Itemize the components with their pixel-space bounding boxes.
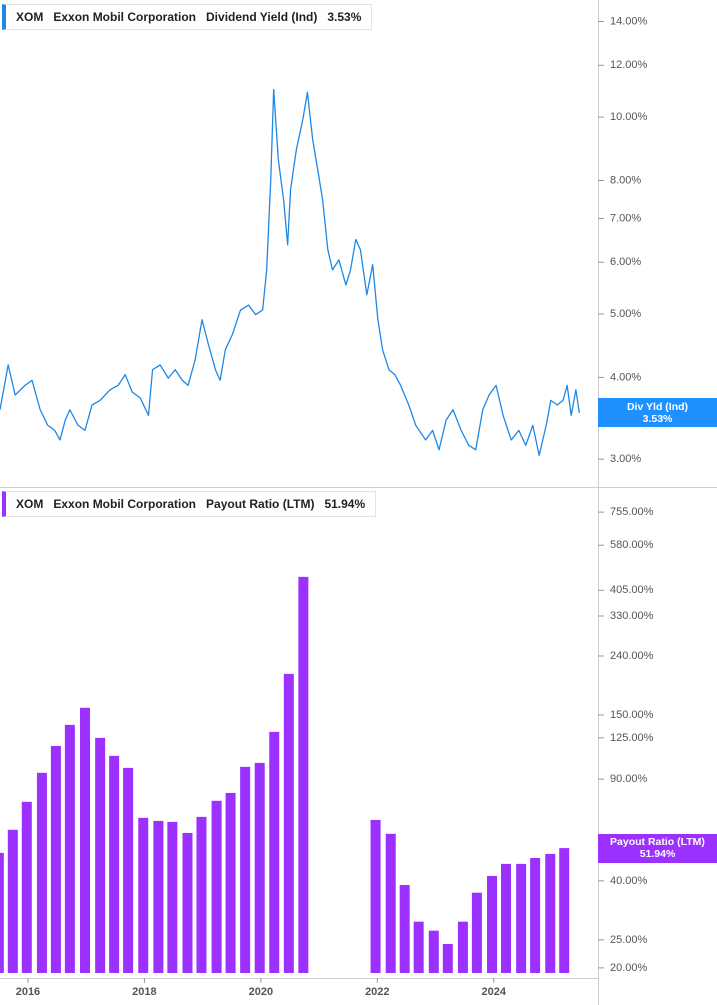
y-tick-label: 7.00%	[610, 212, 641, 224]
bar	[211, 800, 222, 973]
bar	[225, 792, 236, 973]
badge-label: Payout Ratio (LTM)	[610, 836, 705, 849]
bar	[545, 853, 556, 973]
bar	[0, 852, 4, 973]
bar	[516, 863, 527, 973]
current-value: 51.94%	[324, 497, 366, 511]
value-badge: Payout Ratio (LTM) 51.94%	[598, 833, 717, 863]
badge-label: Div Yld (Ind)	[626, 400, 689, 413]
bar	[269, 731, 280, 973]
y-tick-label: 125.00%	[610, 732, 654, 744]
y-tick-label: 580.00%	[610, 539, 654, 551]
bar	[487, 875, 498, 973]
y-tick-label: 6.00%	[610, 256, 641, 268]
y-tick-label: 14.00%	[610, 15, 648, 27]
company: Exxon Mobil Corporation	[53, 497, 197, 511]
series-name: Payout Ratio (LTM)	[206, 497, 315, 511]
bar	[50, 745, 61, 973]
bar	[182, 832, 193, 973]
bar	[80, 707, 91, 973]
legend: XOM Exxon Mobil Corporation Dividend Yie…	[2, 4, 373, 30]
bar	[123, 767, 134, 973]
y-tick-label: 4.00%	[610, 371, 641, 383]
bar	[385, 833, 396, 973]
bar	[399, 885, 410, 973]
y-tick-label: 25.00%	[610, 934, 648, 946]
bar	[167, 821, 178, 973]
y-tick-label: 755.00%	[610, 506, 654, 518]
y-tick-label: 40.00%	[610, 875, 648, 887]
bar	[7, 829, 18, 973]
y-tick-label: 150.00%	[610, 709, 654, 721]
plot-area	[0, 88, 581, 457]
company: Exxon Mobil Corporation	[53, 10, 197, 24]
badge-value: 51.94%	[639, 848, 676, 861]
series-name: Dividend Yield (Ind)	[206, 10, 318, 24]
bar	[413, 921, 424, 973]
bar	[370, 819, 381, 973]
y-tick-label: 330.00%	[610, 610, 654, 622]
plot-area	[0, 576, 570, 973]
bar	[196, 816, 207, 973]
y-tick-label: 90.00%	[610, 773, 648, 785]
bar	[283, 673, 294, 973]
legend: XOM Exxon Mobil Corporation Payout Ratio…	[2, 491, 377, 517]
bar	[442, 943, 453, 973]
current-value: 3.53%	[327, 10, 362, 24]
x-tick-label: 2018	[132, 986, 156, 998]
x-tick-label: 2020	[249, 986, 273, 998]
bar	[109, 755, 120, 973]
bar	[138, 817, 149, 973]
value-badge: Div Yld (Ind) 3.53%	[598, 398, 717, 428]
y-tick-label: 240.00%	[610, 650, 654, 662]
ticker: XOM	[16, 10, 44, 24]
bar	[153, 820, 164, 973]
bar	[21, 801, 32, 973]
bar	[298, 576, 309, 973]
y-tick-label: 3.00%	[610, 453, 641, 465]
y-tick-label: 12.00%	[610, 59, 648, 71]
ticker: XOM	[16, 497, 44, 511]
y-tick-label: 20.00%	[610, 962, 648, 974]
y-tick-label: 405.00%	[610, 584, 654, 596]
x-tick-label: 2022	[365, 986, 389, 998]
bar	[559, 848, 570, 973]
bar	[95, 737, 106, 973]
y-tick-label: 5.00%	[610, 308, 641, 320]
x-tick-label: 2016	[16, 986, 40, 998]
x-tick-label: 2024	[482, 986, 507, 998]
bar	[457, 921, 468, 973]
bar	[36, 772, 47, 973]
bar	[240, 766, 251, 973]
bar	[428, 930, 439, 973]
y-tick-label: 10.00%	[610, 111, 648, 123]
bar	[254, 762, 265, 973]
line-series	[0, 88, 581, 457]
badge-value: 3.53%	[642, 412, 673, 425]
bar	[471, 892, 482, 973]
bar	[64, 724, 75, 973]
bar	[530, 857, 541, 973]
y-tick-label: 8.00%	[610, 174, 641, 186]
bar	[501, 863, 511, 973]
